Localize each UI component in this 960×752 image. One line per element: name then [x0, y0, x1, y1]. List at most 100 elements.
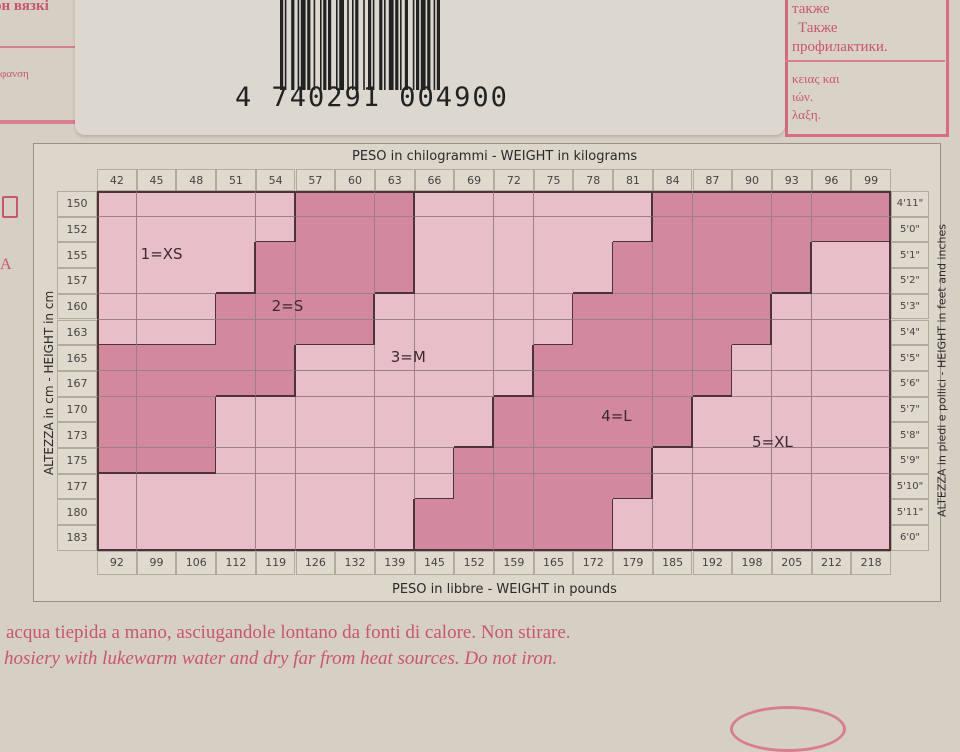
care-symbol-letter: A [0, 256, 12, 273]
size-cell-1 [255, 191, 296, 218]
bottom-axis-title: PESO in libbre - WEIGHT in pounds [392, 582, 617, 597]
size-cell-5 [613, 525, 654, 552]
size-cell-3 [374, 499, 416, 526]
text-line: κειας και [792, 71, 840, 86]
size-cell-4 [494, 473, 535, 500]
size-cell-3 [573, 191, 614, 218]
barcode-bar [412, 0, 415, 90]
ft-tick-label: 5'1" [891, 242, 929, 269]
size-cell-5 [811, 345, 852, 372]
size-cell-2 [335, 191, 376, 218]
barcode-bar [347, 0, 349, 90]
kg-tick-label: 96 [811, 169, 852, 191]
ft-tick-label: 5'9" [891, 448, 929, 474]
size-cell-3 [176, 473, 217, 500]
barcode-bar [363, 0, 365, 90]
size-cell-1 [136, 293, 177, 320]
size-cell-2 [176, 345, 217, 372]
size-cell-5 [692, 525, 733, 552]
size-cell-5 [771, 473, 813, 500]
size-cell-2 [335, 242, 376, 269]
size-cell-5 [811, 396, 852, 423]
size-cell-3 [374, 293, 416, 320]
size-cell-4 [732, 216, 773, 243]
size-cell-5 [613, 499, 654, 526]
size-cell-3 [136, 473, 177, 500]
size-cell-2 [295, 268, 336, 295]
size-cell-4 [414, 525, 455, 552]
size-cell-4 [494, 525, 535, 552]
size-cell-3 [176, 525, 217, 552]
size-cell-2 [335, 293, 376, 320]
ft-tick-label: 5'3" [891, 293, 929, 320]
size-cell-5 [652, 448, 693, 475]
size-cell-2 [335, 216, 376, 243]
size-cell-4 [613, 268, 654, 295]
size-zone-label: 4=L [601, 407, 632, 426]
size-cell-4 [613, 473, 654, 500]
size-cell-2 [136, 345, 177, 372]
size-cell-5 [851, 268, 892, 295]
size-cell-1 [97, 242, 138, 269]
lb-tick-label: 119 [255, 550, 296, 575]
size-cell-4 [454, 448, 495, 475]
size-cell-3 [494, 345, 535, 372]
size-cell-5 [652, 525, 693, 552]
size-cell-5 [652, 473, 693, 500]
size-zone-label: 2=S [271, 296, 304, 315]
lb-tick-label: 172 [573, 550, 614, 575]
size-cell-4 [573, 370, 614, 398]
size-cell-5 [771, 293, 813, 320]
size-cell-4 [652, 293, 693, 320]
size-cell-5 [851, 370, 892, 398]
size-cell-3 [295, 473, 336, 500]
right-text-block-2: κειας και ιών. λαξη. [792, 70, 839, 124]
size-cell-3 [295, 345, 336, 372]
size-cell-3 [573, 242, 614, 269]
size-cell-2 [136, 422, 177, 449]
size-cell-4 [494, 499, 535, 526]
kg-tick-label: 75 [533, 169, 574, 191]
ft-tick-label: 6'0" [891, 525, 929, 551]
lb-tick-label: 218 [851, 550, 891, 575]
cm-tick-label: 165 [57, 345, 97, 371]
lb-tick-label: 126 [295, 550, 336, 575]
size-cell-3 [613, 216, 654, 243]
size-cell-4 [573, 345, 614, 372]
size-cell-1 [216, 242, 257, 269]
top-axis-title: PESO in chilogrammi - WEIGHT in kilogram… [352, 149, 638, 164]
size-cell-5 [851, 422, 892, 449]
lb-tick-label: 198 [732, 550, 772, 575]
barcode-bar [323, 0, 327, 90]
size-cell-2 [295, 319, 336, 346]
size-cell-3 [454, 345, 495, 372]
size-cell-3 [295, 396, 336, 423]
barcode [280, 0, 440, 90]
size-cell-5 [771, 525, 813, 552]
barcode-bar [300, 0, 306, 90]
kg-tick-label: 78 [573, 169, 614, 191]
size-cell-3 [454, 370, 495, 398]
size-cell-2 [374, 191, 416, 218]
size-cell-4 [851, 191, 892, 218]
barcode-bar [427, 0, 431, 90]
size-cell-2 [97, 396, 138, 423]
size-cell-3 [414, 345, 455, 372]
barcode-bar [320, 0, 322, 90]
lb-tick-label: 212 [811, 550, 852, 575]
cm-tick-label: 157 [57, 268, 97, 294]
size-cell-3 [454, 191, 495, 218]
size-cell-4 [533, 525, 574, 552]
size-cell-5 [811, 319, 852, 346]
size-cell-5 [811, 473, 852, 500]
cm-tick-label: 173 [57, 422, 97, 448]
kg-tick-label: 45 [136, 169, 177, 191]
size-cell-4 [454, 525, 495, 552]
size-cell-3 [216, 473, 257, 500]
size-cell-3 [374, 473, 416, 500]
size-cell-3 [374, 319, 416, 346]
size-cell-3 [414, 396, 455, 423]
cm-tick-label: 175 [57, 448, 97, 474]
size-cell-4 [613, 293, 654, 320]
ft-tick-label: 5'10" [891, 473, 929, 500]
